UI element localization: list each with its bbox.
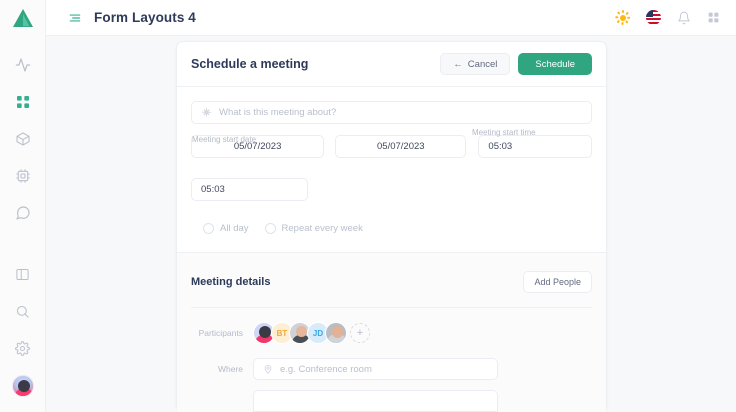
radio-circle-icon [203, 223, 214, 234]
additional-field-row [191, 390, 592, 412]
card-actions: ← Cancel Schedule [440, 53, 592, 75]
sidebar-bottom-nav [0, 256, 46, 412]
where-placeholder: e.g. Conference room [280, 363, 372, 375]
topbar: Form Layouts 4 [46, 0, 736, 36]
sidebar-item-toggle-panel[interactable] [0, 256, 46, 293]
schedule-meeting-card: Schedule a meeting ← Cancel Schedule [176, 41, 607, 412]
apps-grid-button[interactable] [707, 11, 720, 24]
participants-label: Participants [198, 328, 243, 338]
sidebar-item-messages[interactable] [0, 194, 46, 231]
participant-avatar-4[interactable]: JD [307, 322, 329, 344]
sidebar-item-components[interactable] [0, 120, 46, 157]
hamburger-menu-icon [69, 14, 81, 21]
avatar [11, 374, 34, 397]
all-day-label: All day [220, 223, 249, 234]
cancel-button-label: Cancel [467, 58, 498, 70]
second-time-row: 05:03 [191, 178, 592, 201]
meeting-subject-placeholder: What is this meeting about? [219, 107, 337, 118]
notifications-button[interactable] [677, 11, 691, 25]
where-label: Where [217, 364, 243, 374]
sidebar-item-search[interactable] [0, 293, 46, 330]
sidebar-user-avatar[interactable] [0, 367, 46, 404]
add-participant-button[interactable]: + [350, 323, 370, 343]
meeting-options-row: All day Repeat every week [191, 223, 592, 234]
page-title: Form Layouts 4 [94, 10, 196, 25]
additional-field-input[interactable] [253, 390, 498, 412]
meeting-subject-input[interactable]: What is this meeting about? [191, 101, 592, 124]
where-input[interactable]: e.g. Conference room [253, 358, 498, 380]
participants-row: Participants BT JD + [191, 322, 592, 344]
cancel-button[interactable]: ← Cancel [440, 53, 511, 75]
all-day-radio[interactable]: All day [203, 223, 249, 234]
repeat-weekly-radio[interactable]: Repeat every week [264, 223, 363, 234]
meeting-start-time-label: Meeting start time [472, 128, 536, 137]
apps-grid-icon [708, 12, 719, 23]
where-row: Where e.g. Conference room [191, 358, 592, 380]
meeting-details-header: Meeting details Add People [191, 271, 592, 293]
theme-toggle-button[interactable] [615, 10, 631, 25]
radio-circle-icon [264, 223, 276, 234]
app-logo[interactable] [0, 0, 46, 36]
section-divider [191, 307, 592, 308]
layout-panel-icon [16, 269, 29, 280]
topbar-actions [615, 10, 720, 25]
location-pin-icon [263, 364, 273, 374]
card-body: What is this meeting about? Meeting star… [177, 87, 606, 252]
cube-box-icon [15, 131, 30, 146]
meeting-details-title: Meeting details [191, 276, 271, 288]
sidebar-item-activity[interactable] [0, 46, 46, 83]
back-arrow-icon: ← [453, 58, 463, 70]
meeting-start-date-label: Meeting start date [192, 135, 257, 144]
sidebar-item-extra[interactable] [0, 157, 46, 194]
chat-bubble-icon [15, 205, 30, 220]
cpu-chip-icon [15, 168, 30, 183]
schedule-button[interactable]: Schedule [518, 53, 592, 75]
date-time-row: 05/07/2023 05/07/2023 05:03 [191, 135, 592, 158]
repeat-weekly-label: Repeat every week [281, 223, 363, 234]
pinwheel-icon [201, 107, 212, 118]
language-select-button[interactable] [646, 10, 661, 25]
settings-gear-icon [15, 341, 30, 356]
meeting-start-time-input[interactable]: 05:03 [478, 135, 592, 158]
add-people-button[interactable]: Add People [523, 271, 592, 293]
language-flag-us-icon [646, 10, 661, 25]
participants-avatars: BT JD + [253, 322, 370, 344]
search-icon [16, 305, 29, 318]
meeting-end-time-input[interactable]: 05:03 [191, 178, 308, 201]
content-area: Form Layouts 4 [46, 0, 736, 412]
sidebar-top-nav [0, 46, 46, 231]
meeting-end-date-input[interactable]: 05/07/2023 [335, 135, 467, 158]
sidebar [0, 0, 46, 412]
participant-avatar-5[interactable] [325, 322, 347, 344]
hamburger-menu-button[interactable] [68, 11, 82, 25]
theme-sun-icon [615, 10, 631, 25]
sidebar-item-layouts[interactable] [0, 83, 46, 120]
notifications-bell-icon [678, 11, 690, 24]
sidebar-item-settings[interactable] [0, 330, 46, 367]
meeting-start-date-input[interactable]: 05/07/2023 [191, 135, 325, 158]
card-header: Schedule a meeting ← Cancel Schedule [177, 42, 606, 87]
triangle-logo [12, 9, 33, 27]
activity-pulse-icon [15, 57, 30, 72]
card-title: Schedule a meeting [191, 57, 309, 71]
grid-apps-icon [16, 95, 29, 108]
main-canvas: Schedule a meeting ← Cancel Schedule [46, 36, 736, 412]
meeting-details-section: Meeting details Add People Participants … [177, 252, 606, 412]
